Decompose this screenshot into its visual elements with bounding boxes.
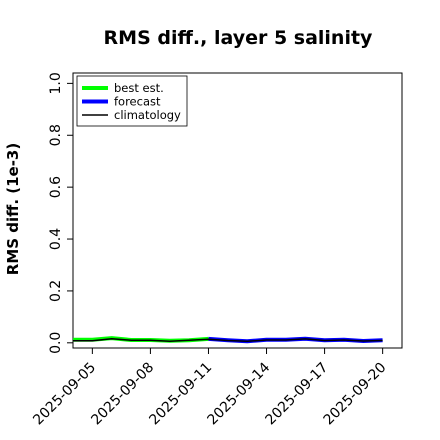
y-tick-label: 0.4 <box>48 228 64 250</box>
x-axis-ticks: 2025-09-052025-09-082025-09-112025-09-14… <box>30 348 389 428</box>
legend-label-1: best est. <box>114 81 164 95</box>
y-tick-label: 0.2 <box>48 280 64 302</box>
y-tick-label: 1.0 <box>48 72 64 94</box>
series-layer <box>73 336 383 344</box>
y-tick-label: 0.0 <box>48 332 64 354</box>
series-line-3 <box>73 337 383 343</box>
y-tick-label: 0.6 <box>48 176 64 198</box>
legend-label-3: climatology <box>114 108 181 122</box>
x-tick-label: 2025-09-20 <box>321 360 390 429</box>
chart-title: RMS diff., layer 5 salinity <box>104 27 374 49</box>
plot-area-frame <box>72 72 403 349</box>
legend-label-2: forecast <box>114 95 161 109</box>
y-axis-label: RMS diff. (1e-3) <box>4 143 22 275</box>
y-tick-label: 0.8 <box>48 124 64 146</box>
y-axis-ticks: 0.0 0.2 0.4 0.6 0.8 1.0 <box>48 72 73 354</box>
